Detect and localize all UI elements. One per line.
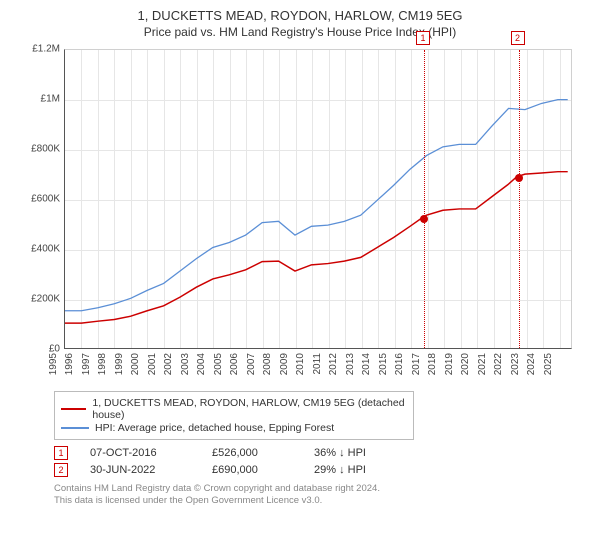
plot-region	[64, 49, 572, 349]
transaction-row: 2 30-JUN-2022 £690,000 29% ↓ HPI	[54, 463, 590, 477]
transaction-row: 1 07-OCT-2016 £526,000 36% ↓ HPI	[54, 446, 590, 460]
transaction-date: 30-JUN-2022	[90, 464, 190, 476]
transaction-delta: 36% ↓ HPI	[314, 447, 404, 459]
legend-swatch	[61, 427, 89, 429]
transaction-price: £690,000	[212, 464, 292, 476]
legend-swatch	[61, 408, 86, 410]
series-hpi	[65, 100, 568, 311]
transaction-date: 07-OCT-2016	[90, 447, 190, 459]
chart-area: £0£200K£400K£600K£800K£1M£1.2M1995199619…	[20, 45, 580, 385]
transaction-marker-box: 1	[54, 446, 68, 460]
transaction-price: £526,000	[212, 447, 292, 459]
marker-dot	[420, 215, 428, 223]
legend-item-price-paid: 1, DUCKETTS MEAD, ROYDON, HARLOW, CM19 5…	[61, 397, 407, 421]
y-axis-label: £800K	[20, 144, 60, 155]
chart-subtitle: Price paid vs. HM Land Registry's House …	[10, 25, 590, 39]
transaction-table: 1 07-OCT-2016 £526,000 36% ↓ HPI 2 30-JUN-202…	[54, 446, 590, 477]
marker-box: 2	[511, 31, 525, 45]
line-layer	[65, 50, 571, 348]
y-axis-label: £1.2M	[20, 44, 60, 55]
footer-line: This data is licensed under the Open Gov…	[54, 495, 590, 507]
footer-attribution: Contains HM Land Registry data © Crown c…	[54, 483, 590, 507]
series-price_paid	[65, 172, 568, 323]
chart-title: 1, DUCKETTS MEAD, ROYDON, HARLOW, CM19 5…	[10, 8, 590, 23]
legend-item-hpi: HPI: Average price, detached house, Eppi…	[61, 422, 407, 434]
y-axis-label: £200K	[20, 294, 60, 305]
legend: 1, DUCKETTS MEAD, ROYDON, HARLOW, CM19 5…	[54, 391, 414, 440]
marker-vline	[519, 50, 520, 348]
transaction-delta: 29% ↓ HPI	[314, 464, 404, 476]
x-axis-label: 2025	[543, 353, 575, 375]
marker-dot	[515, 174, 523, 182]
y-axis-label: £600K	[20, 194, 60, 205]
marker-vline	[424, 50, 425, 348]
footer-line: Contains HM Land Registry data © Crown c…	[54, 483, 590, 495]
legend-label: HPI: Average price, detached house, Eppi…	[95, 422, 334, 434]
legend-label: 1, DUCKETTS MEAD, ROYDON, HARLOW, CM19 5…	[92, 397, 407, 421]
marker-box: 1	[416, 31, 430, 45]
transaction-marker-box: 2	[54, 463, 68, 477]
y-axis-label: £1M	[20, 94, 60, 105]
y-axis-label: £400K	[20, 244, 60, 255]
